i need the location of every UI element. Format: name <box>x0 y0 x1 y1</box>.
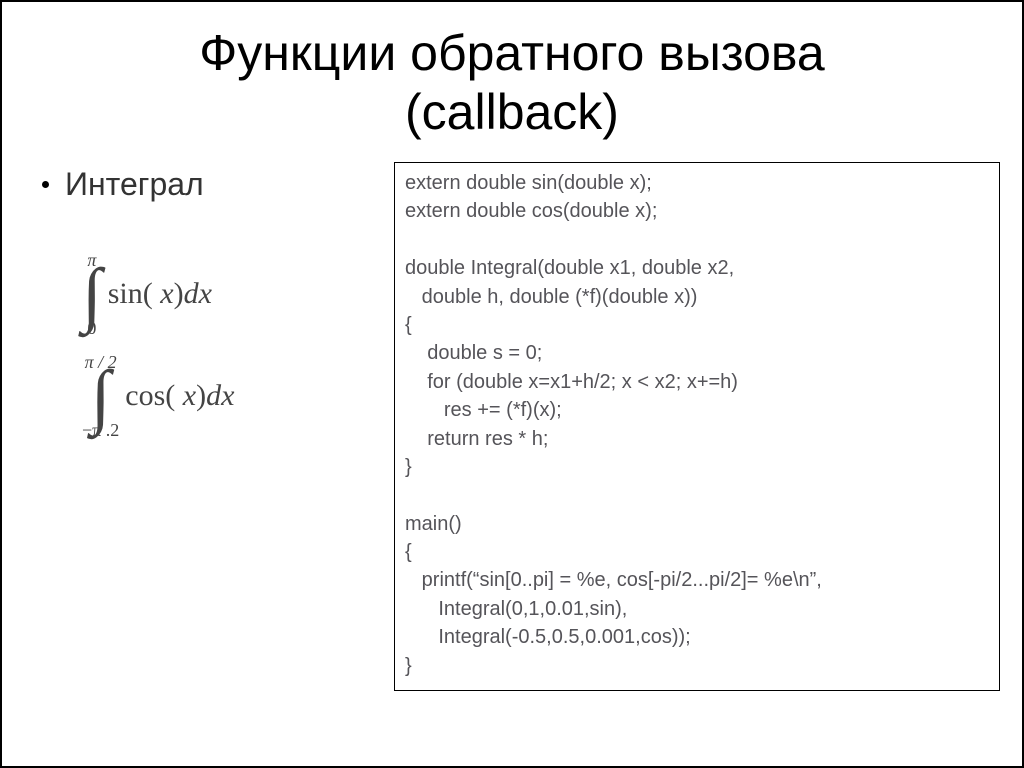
integral-1-lower: 0 <box>87 319 96 337</box>
code-box: extern double sin(double x); extern doub… <box>394 162 1000 691</box>
formulas-block: π ∫ 0 sin( x)dx π / 2 ∫ −π .2 cos( x)dx <box>42 251 394 439</box>
title-line-1: Функции обратного вызова <box>199 25 825 81</box>
integral-sign-icon: ∫ <box>91 369 111 423</box>
code-line-09: res += (*f)(x); <box>405 399 562 421</box>
code-line-10: return res * h; <box>405 428 548 450</box>
code-line-18: } <box>405 655 412 677</box>
content-columns: Интеграл π ∫ 0 sin( x)dx π / 2 ∫ −π .2 <box>2 142 1022 691</box>
integral-2-lower: −π .2 <box>82 421 119 439</box>
bullet-item: Интеграл <box>42 166 394 203</box>
integral-2: π / 2 ∫ −π .2 cos( x)dx <box>82 353 394 439</box>
code-line-06: { <box>405 314 412 336</box>
integral-2-sign-wrap: π / 2 ∫ −π .2 <box>82 353 119 439</box>
slide-frame: Функции обратного вызова (callback) Инте… <box>0 0 1024 768</box>
code-line-11: } <box>405 456 412 478</box>
code-line-17: Integral(-0.5,0.5,0.001,cos)); <box>405 626 691 648</box>
left-column: Интеграл π ∫ 0 sin( x)dx π / 2 ∫ −π .2 <box>24 156 394 439</box>
code-line-01: extern double sin(double x); <box>405 172 652 194</box>
slide-title: Функции обратного вызова (callback) <box>2 2 1022 142</box>
code-line-02: extern double cos(double x); <box>405 200 657 222</box>
code-line-07: double s = 0; <box>405 342 542 364</box>
code-line-04: double Integral(double x1, double x2, <box>405 257 734 279</box>
code-line-15: printf(“sin[0..pi] = %e, cos[-pi/2...pi/… <box>405 569 822 591</box>
code-line-14: { <box>405 541 412 563</box>
code-line-05: double h, double (*f)(double x)) <box>405 286 697 308</box>
code-line-08: for (double x=x1+h/2; x < x2; x+=h) <box>405 371 738 393</box>
integral-1-body: sin( x)dx <box>108 277 212 311</box>
code-line-16: Integral(0,1,0.01,sin), <box>405 598 627 620</box>
bullet-label: Интеграл <box>65 166 204 203</box>
bullet-dot-icon <box>42 181 49 188</box>
code-line-13: main() <box>405 513 462 535</box>
integral-1: π ∫ 0 sin( x)dx <box>82 251 394 337</box>
integral-1-sign-wrap: π ∫ 0 <box>82 251 102 337</box>
integral-sign-icon: ∫ <box>82 267 102 321</box>
integral-2-body: cos( x)dx <box>125 379 234 413</box>
title-line-2: (callback) <box>405 84 619 140</box>
